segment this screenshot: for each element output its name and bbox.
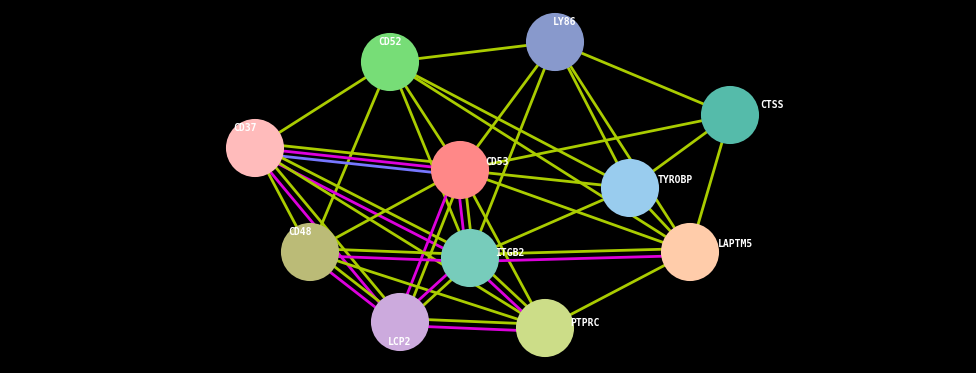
Text: CD53: CD53 xyxy=(485,157,508,167)
Text: LCP2: LCP2 xyxy=(388,337,412,347)
Text: CD52: CD52 xyxy=(379,37,402,47)
Text: CD37: CD37 xyxy=(233,123,257,133)
Text: LAPTM5: LAPTM5 xyxy=(718,239,753,249)
Circle shape xyxy=(702,87,758,143)
Text: LY86: LY86 xyxy=(553,17,577,27)
Circle shape xyxy=(442,230,498,286)
Circle shape xyxy=(662,224,718,280)
Text: ITGB2: ITGB2 xyxy=(495,248,524,258)
Circle shape xyxy=(602,160,658,216)
Text: TYROBP: TYROBP xyxy=(658,175,693,185)
Text: PTPRC: PTPRC xyxy=(570,318,599,328)
Text: CTSS: CTSS xyxy=(760,100,784,110)
Circle shape xyxy=(372,294,428,350)
Circle shape xyxy=(282,224,338,280)
Circle shape xyxy=(362,34,418,90)
Circle shape xyxy=(517,300,573,356)
Circle shape xyxy=(432,142,488,198)
Circle shape xyxy=(527,14,583,70)
Text: CD48: CD48 xyxy=(288,227,311,237)
Circle shape xyxy=(227,120,283,176)
